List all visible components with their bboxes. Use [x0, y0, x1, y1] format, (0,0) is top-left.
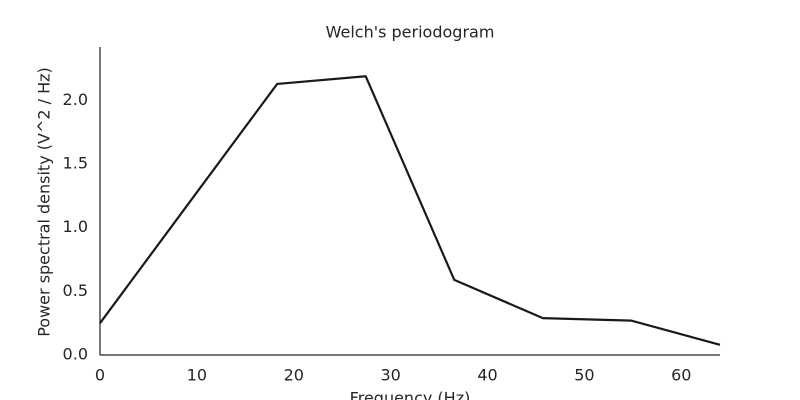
x-tick-label: 20 [284, 366, 304, 385]
x-tick-label: 40 [477, 366, 497, 385]
y-tick-label: 1.5 [63, 154, 88, 173]
y-tick-label: 0.5 [63, 281, 88, 300]
x-tick-label: 10 [187, 366, 207, 385]
y-axis-label: Power spectral density (V^2 / Hz) [35, 67, 54, 337]
x-axis-label: Frequency (Hz) [350, 389, 471, 400]
x-tick-label: 50 [574, 366, 594, 385]
y-tick-label: 1.0 [63, 217, 88, 236]
x-tick-label: 30 [380, 366, 400, 385]
y-tick-label: 2.0 [63, 90, 88, 109]
chart-title: Welch's periodogram [326, 23, 495, 42]
line-series [99, 75, 721, 346]
x-tick-label: 0 [95, 366, 105, 385]
y-tick-label: 0.0 [63, 345, 88, 364]
x-tick-label: 60 [671, 366, 691, 385]
